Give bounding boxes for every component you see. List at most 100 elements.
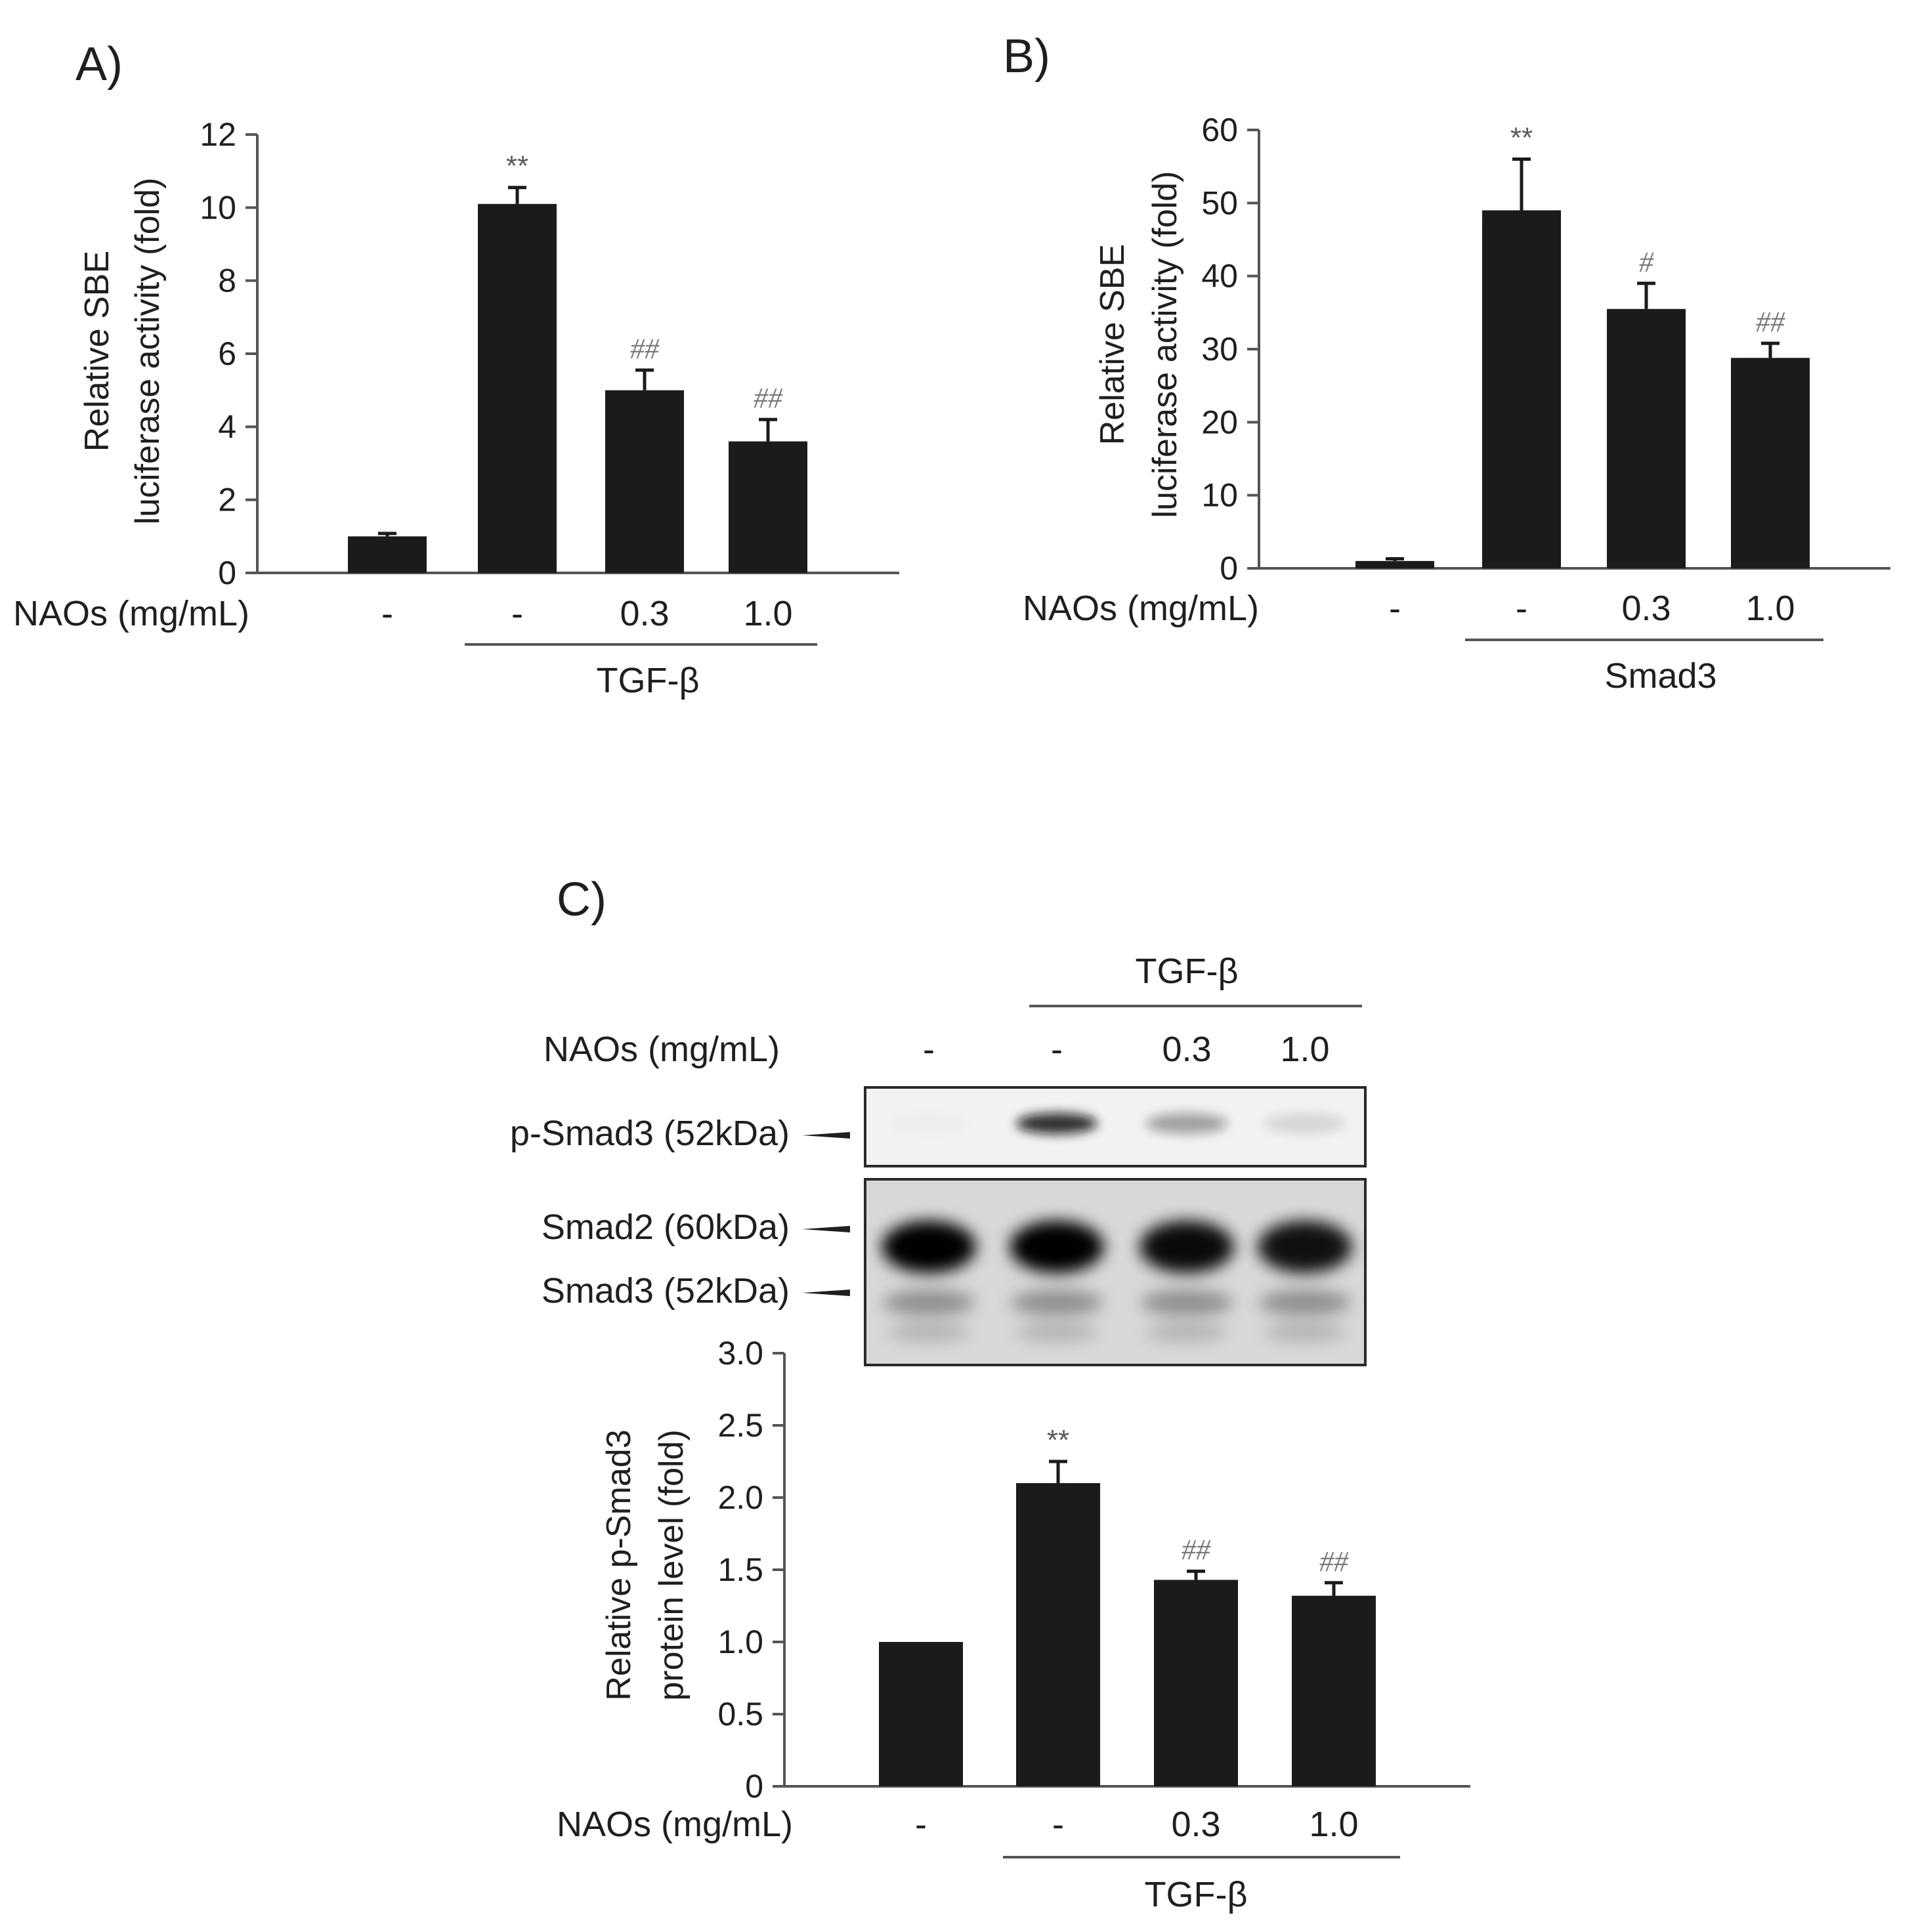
panel-c-naos-label: NAOs (mg/mL) — [557, 1805, 793, 1844]
y-tick-label: 1.0 — [717, 1624, 763, 1660]
smad2-band — [1140, 1221, 1234, 1273]
blot-dose-label: 0.3 — [1162, 1030, 1211, 1069]
significance-mark: ** — [506, 150, 528, 182]
p-smad3-band — [888, 1113, 970, 1134]
category-label: - — [381, 594, 393, 633]
bar — [1731, 358, 1810, 568]
panel-c-ylabel-line1: Relative p-Smad3 — [600, 1429, 638, 1700]
blot-dose-label: - — [923, 1030, 935, 1069]
smad2-band — [1010, 1221, 1104, 1273]
significance-mark: ## — [630, 333, 660, 365]
bar — [1016, 1483, 1100, 1786]
y-tick-label: 10 — [1201, 477, 1238, 514]
panel-a-group-label: TGF-β — [596, 661, 699, 700]
band-arrow-p-smad3 — [802, 1132, 850, 1139]
blot-header-group: TGF-β — [1135, 952, 1238, 991]
band-label-smad2: Smad2 (60kDa) — [542, 1208, 790, 1247]
bar — [879, 1642, 963, 1786]
p-smad3-band — [1264, 1113, 1346, 1134]
bar — [1607, 308, 1686, 568]
panel-c-plot: 0 0.5 1.0 1.5 2.0 2.5 3.0 - ** - ## 0.3 ## 1.0 — [717, 1335, 1470, 1844]
significance-mark: ## — [1756, 306, 1785, 338]
panel-c-ylabel-line2: protein level (fold) — [652, 1429, 691, 1700]
smad3-band — [1259, 1290, 1351, 1316]
y-tick-label: 20 — [1201, 404, 1238, 440]
panel-a-ylabel-line2: luciferase activity (fold) — [129, 178, 167, 525]
y-tick-label: 3.0 — [717, 1335, 763, 1372]
panel-b-naos-label: NAOs (mg/mL) — [1023, 589, 1259, 628]
bar — [729, 441, 807, 573]
significance-mark: ## — [1319, 1545, 1349, 1578]
smad3-band — [883, 1290, 975, 1316]
category-label: - — [915, 1805, 927, 1844]
band-label-smad3: Smad3 (52kDa) — [542, 1271, 790, 1311]
category-label: 0.3 — [1171, 1805, 1220, 1844]
panel-a-ylabel-line1: Relative SBE — [78, 251, 116, 452]
y-tick-label: 40 — [1201, 258, 1238, 295]
blot-dose-labels: - - 0.3 1.0 — [923, 1030, 1330, 1069]
panel-c: C) TGF-β NAOs (mg/mL) - - 0.3 1.0 p-Smad3 (… — [510, 873, 1470, 1914]
y-tick-label: 6 — [218, 335, 236, 372]
smad3-band — [1011, 1290, 1103, 1316]
panel-b: B) 0 10 20 30 40 50 60 - ** - #0.3 ## 1.0 Relative S… — [1003, 30, 1890, 696]
y-tick-label: 60 — [1201, 112, 1238, 148]
bar — [1292, 1595, 1376, 1786]
p-smad3-band — [1016, 1113, 1098, 1134]
band-label-p-smad3: p-Smad3 (52kDa) — [510, 1114, 790, 1153]
bar — [605, 390, 684, 573]
panel-a-label: A) — [75, 38, 123, 91]
category-label: 1.0 — [1309, 1805, 1358, 1844]
panel-c-group-label: TGF-β — [1144, 1875, 1247, 1914]
panel-a-plot: 0 2 4 6 8 10 12 - ** - ## 0.3 ## 1.0 — [200, 116, 899, 633]
y-tick-label: 50 — [1201, 184, 1238, 221]
y-tick-label: 8 — [218, 262, 236, 299]
smad3-lower-band — [1016, 1323, 1098, 1341]
panel-b-ylabel-line2: luciferase activity (fold) — [1146, 171, 1184, 518]
smad3-lower-band — [888, 1323, 970, 1341]
y-tick-label: 2 — [218, 482, 236, 518]
panel-a-ylabel: Relative SBE luciferase activity (fold) — [78, 178, 167, 525]
blot-bottom — [864, 1178, 1367, 1366]
panel-a-naos-label: NAOs (mg/mL) — [13, 594, 249, 633]
bar — [1154, 1580, 1238, 1786]
panel-a: A) 0 2 4 6 8 10 12 - ** - ## 0.3 ## 1.0 Relative SBE … — [13, 38, 899, 700]
y-tick-label: 30 — [1201, 331, 1238, 368]
y-tick-label: 1.5 — [717, 1551, 763, 1588]
blot-naos-label: NAOs (mg/mL) — [543, 1030, 780, 1069]
category-label: - — [1389, 589, 1401, 628]
y-tick-label: 0.5 — [717, 1696, 763, 1732]
panel-c-ylabel: Relative p-Smad3 protein level (fold) — [600, 1429, 691, 1700]
blot-dose-label: - — [1051, 1030, 1063, 1069]
category-label: 0.3 — [1621, 589, 1671, 628]
category-label: - — [511, 594, 523, 633]
category-label: - — [1052, 1805, 1064, 1844]
panel-b-plot: 0 10 20 30 40 50 60 - ** - #0.3 ## 1.0 — [1201, 112, 1890, 628]
bar — [1482, 210, 1561, 568]
significance-mark: # — [1639, 246, 1654, 278]
panel-b-ylabel: Relative SBE luciferase activity (fold) — [1094, 171, 1184, 518]
panel-b-group-label: Smad3 — [1604, 656, 1716, 696]
y-tick-label: 0 — [1220, 550, 1238, 587]
band-arrow-smad2 — [802, 1226, 850, 1232]
y-tick-label: 4 — [218, 408, 236, 445]
smad3-lower-band — [1146, 1323, 1227, 1341]
significance-mark: ** — [1047, 1424, 1069, 1456]
significance-mark: ## — [1182, 1534, 1211, 1566]
smad2-band — [1258, 1221, 1352, 1273]
smad2-band — [882, 1221, 976, 1273]
blot-dose-label: 1.0 — [1280, 1030, 1329, 1069]
bar — [1355, 560, 1434, 568]
panel-b-ylabel-line1: Relative SBE — [1094, 244, 1132, 445]
category-label: - — [1516, 589, 1527, 628]
significance-mark: ## — [754, 382, 783, 414]
bar — [348, 536, 427, 573]
panel-c-label: C) — [557, 873, 607, 926]
smad3-band — [1141, 1290, 1233, 1316]
significance-mark: ** — [1510, 122, 1533, 154]
category-label: 0.3 — [620, 594, 669, 633]
band-arrow-smad3 — [802, 1290, 850, 1296]
y-tick-label: 10 — [200, 189, 236, 226]
smad3-lower-band — [1264, 1323, 1346, 1341]
y-tick-label: 0 — [218, 555, 236, 591]
